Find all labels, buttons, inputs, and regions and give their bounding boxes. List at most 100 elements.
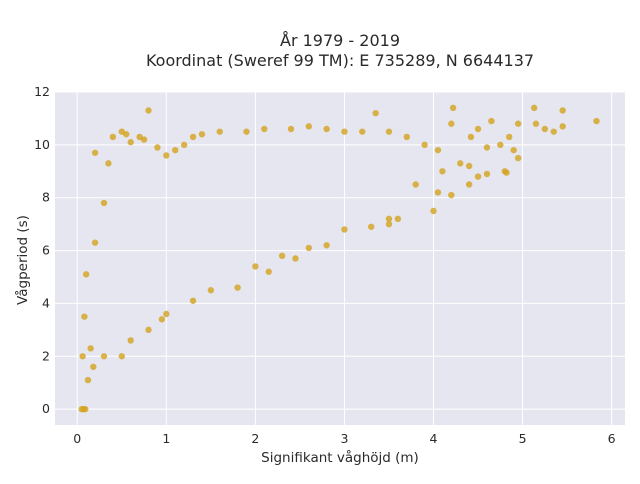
data-point: [189, 133, 197, 141]
data-point: [367, 223, 375, 230]
x-tick-label: 2: [251, 431, 259, 446]
data-point: [488, 117, 495, 125]
data-point: [421, 141, 428, 149]
data-point: [467, 133, 475, 141]
data-point: [385, 220, 393, 228]
data-point: [506, 133, 513, 141]
data-point: [448, 191, 455, 199]
data-point: [541, 125, 549, 133]
plot-background: [55, 92, 625, 425]
data-point: [514, 154, 522, 162]
data-point: [305, 244, 313, 252]
data-point: [91, 149, 99, 156]
x-tick-label: 3: [340, 431, 348, 446]
data-point: [140, 136, 148, 143]
data-point: [448, 120, 455, 127]
data-point: [82, 271, 90, 278]
data-points: [78, 104, 600, 413]
data-point: [465, 181, 473, 188]
data-point: [189, 297, 197, 304]
data-point: [145, 326, 152, 334]
data-point: [503, 169, 510, 176]
data-point: [510, 146, 517, 154]
y-tick-label: 8: [42, 190, 50, 205]
data-point: [100, 199, 108, 207]
y-tick-label: 6: [42, 243, 50, 258]
y-axis-title: Vågperiod (s): [14, 215, 31, 305]
data-point: [292, 255, 299, 262]
data-point: [593, 117, 600, 125]
y-tick-label: 2: [42, 348, 50, 363]
data-point: [145, 107, 152, 114]
data-point: [127, 139, 134, 146]
data-point: [449, 104, 457, 112]
x-tick-label: 4: [430, 431, 438, 446]
data-point: [81, 313, 88, 320]
data-point: [163, 152, 170, 159]
data-point: [457, 160, 464, 167]
data-point: [474, 125, 482, 133]
data-point: [234, 284, 241, 291]
x-tick-label: 6: [608, 431, 616, 446]
data-point: [474, 173, 482, 180]
data-point: [305, 123, 313, 130]
chart-title: År 1979 - 2019: [280, 31, 400, 50]
data-point: [341, 128, 348, 135]
data-point: [118, 353, 125, 360]
data-point: [90, 363, 97, 371]
data-point: [465, 162, 473, 170]
data-point: [341, 226, 348, 233]
data-point: [430, 207, 437, 215]
data-point: [82, 405, 89, 413]
data-point: [483, 144, 491, 151]
y-tick-label: 4: [42, 295, 50, 310]
data-point: [559, 123, 566, 130]
data-point: [172, 146, 179, 154]
data-point: [109, 133, 117, 141]
data-point: [434, 146, 442, 154]
data-point: [216, 128, 223, 135]
data-point: [243, 128, 250, 135]
y-tick-label: 10: [34, 137, 50, 152]
y-tick-label: 0: [42, 401, 50, 416]
data-point: [180, 141, 188, 149]
data-point: [372, 109, 379, 117]
data-point: [323, 242, 330, 249]
x-axis-title: Signifikant våghöjd (m): [261, 449, 419, 466]
data-point: [198, 131, 206, 138]
data-point: [559, 107, 566, 114]
data-point: [84, 376, 92, 384]
x-tick-label: 1: [162, 431, 170, 446]
data-point: [323, 125, 330, 133]
x-tick-label: 5: [519, 431, 527, 446]
chart-subtitle: Koordinat (Sweref 99 TM): E 735289, N 66…: [146, 51, 534, 70]
grid-lines: [55, 91, 625, 425]
data-point: [497, 141, 504, 149]
data-point: [87, 345, 94, 352]
data-point: [359, 128, 366, 135]
data-point: [394, 215, 402, 223]
data-point: [123, 131, 130, 138]
data-point: [403, 133, 410, 141]
data-point: [100, 353, 108, 360]
data-point: [483, 170, 491, 178]
x-tick-label: 0: [73, 431, 81, 446]
data-point: [412, 181, 419, 188]
data-point: [91, 239, 99, 246]
data-point: [530, 104, 538, 112]
data-point: [439, 168, 446, 175]
data-point: [265, 268, 272, 275]
data-point: [532, 120, 540, 127]
data-point: [385, 215, 393, 223]
data-point: [385, 128, 393, 135]
y-tick-label: 12: [34, 84, 50, 99]
data-point: [278, 252, 286, 260]
data-point: [105, 160, 112, 167]
data-point: [550, 128, 557, 135]
data-point: [79, 353, 86, 360]
data-point: [261, 125, 268, 133]
data-point: [127, 337, 134, 344]
